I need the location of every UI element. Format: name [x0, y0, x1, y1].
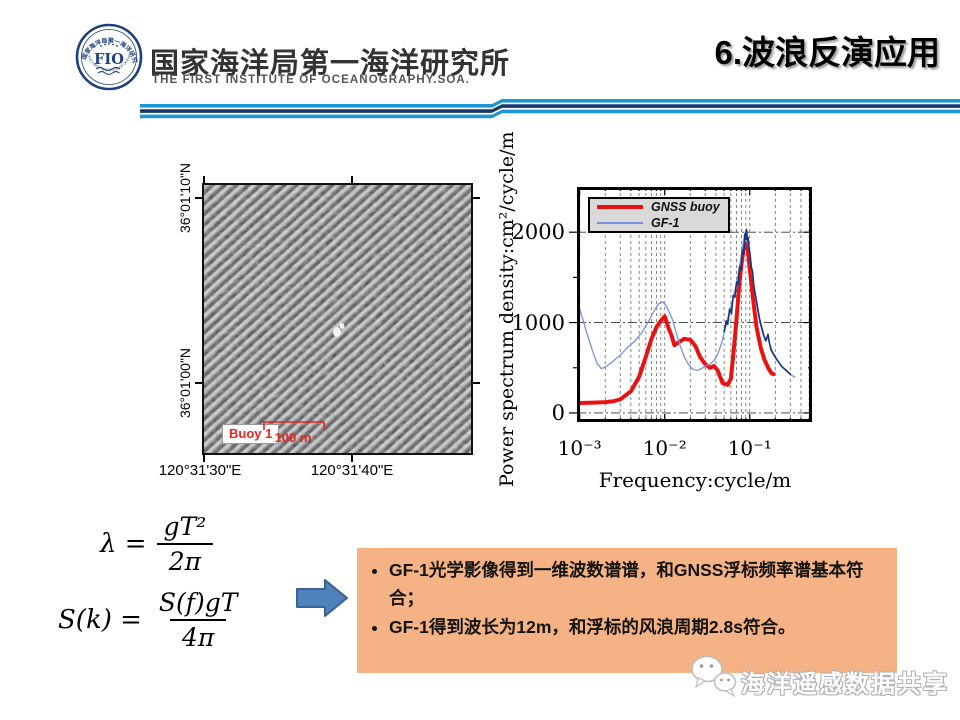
longitude-label-right: 120°31'40"E: [310, 462, 394, 479]
chart-legend: GNSS buoy GF-1: [588, 197, 730, 233]
y-tick-label-2: 2000: [511, 220, 565, 245]
legend-label-gf1: GF-1: [651, 216, 680, 230]
legend-label-gnss-buoy: GNSS buoy: [651, 200, 720, 214]
latitude-label-bottom: 36°01'00"N: [177, 347, 193, 419]
legend-row-gf1: GF-1: [590, 215, 728, 231]
formula1-denominator: 2π: [156, 543, 214, 576]
latitude-label-top: 36°01'10"N: [177, 162, 193, 234]
formula1-numerator: gT²: [163, 512, 207, 541]
y-tick-label-1: 1000: [511, 310, 565, 335]
legend-line-gf1: [597, 222, 643, 224]
satellite-image-frame: [202, 183, 473, 455]
seal-fio-text: FIO: [94, 51, 124, 68]
buoy-label: Buoy 1: [222, 424, 280, 444]
conclusion-callout-box: GF-1光学影像得到一维波数谱谱，和GNSS浮标频率谱基本符合； GF-1得到波…: [357, 548, 897, 673]
bright-target-spot: [333, 327, 341, 337]
formula2-numerator: S(f)gT: [158, 588, 238, 617]
longitude-label-left: 120°31'30"E: [158, 462, 242, 479]
org-name-english: THE FIRST INSTITUTE OF OCEANOGRAPHY.SOA.: [152, 74, 471, 86]
org-name-chinese: 国家海洋局第一海洋研究所: [150, 48, 511, 80]
formula2-fraction: S(f)gT 4π: [151, 588, 246, 652]
scale-bar-label: 100 m: [274, 430, 312, 445]
lat-tick-left-bottom: [195, 382, 202, 384]
x-tick-label-0: 10⁻³: [557, 436, 602, 460]
lat-tick-left-top: [195, 197, 202, 199]
lon-tick-top-left: [203, 176, 205, 183]
sea-surface-image: [204, 185, 471, 453]
conclusion-bullet-2: GF-1得到波长为12m，和浮标的风浪周期2.8s符合。: [389, 613, 885, 641]
formula1-lhs: λ =: [100, 529, 147, 559]
formula-wavelength: λ = gT² 2π: [100, 512, 214, 576]
formula2-denominator: 4π: [170, 619, 227, 652]
formula1-fraction: gT² 2π: [156, 512, 215, 576]
x-tick-label-2: 10⁻¹: [727, 436, 772, 460]
lat-tick-right-top: [473, 197, 480, 199]
formula-spectrum: S(k) = S(f)gT 4π: [58, 588, 245, 652]
fio-seal-logo: 国家海洋局第一海洋研究所 THE FIRST INSTITUTE OF OCEA…: [74, 22, 143, 91]
conclusion-list: GF-1光学影像得到一维波数谱谱，和GNSS浮标频率谱基本符合； GF-1得到波…: [363, 556, 885, 641]
scale-bar: [263, 421, 325, 430]
lon-tick-top-right: [351, 176, 353, 183]
chart-x-axis-label: Frequency:cycle/m: [598, 468, 792, 492]
x-tick-label-1: 10⁻²: [642, 436, 687, 460]
lat-tick-right-bottom: [473, 382, 480, 384]
y-tick-label-0: 0: [551, 400, 565, 425]
right-arrow-icon: [296, 579, 348, 617]
legend-row-gnss-buoy: GNSS buoy: [590, 199, 728, 215]
formula2-lhs: S(k) =: [58, 605, 142, 635]
wechat-icon: [691, 655, 737, 698]
header-accent-stripes: [140, 99, 960, 119]
lon-tick-bottom-right: [351, 455, 353, 462]
conclusion-bullet-1: GF-1光学影像得到一维波数谱谱，和GNSS浮标频率谱基本符合；: [389, 556, 885, 613]
lon-tick-bottom-left: [203, 455, 205, 462]
watermark-text: 海洋遥感数据共享: [741, 671, 949, 698]
legend-line-gnss-buoy: [597, 204, 643, 210]
slide-title: 6.波浪反演应用: [714, 34, 940, 71]
